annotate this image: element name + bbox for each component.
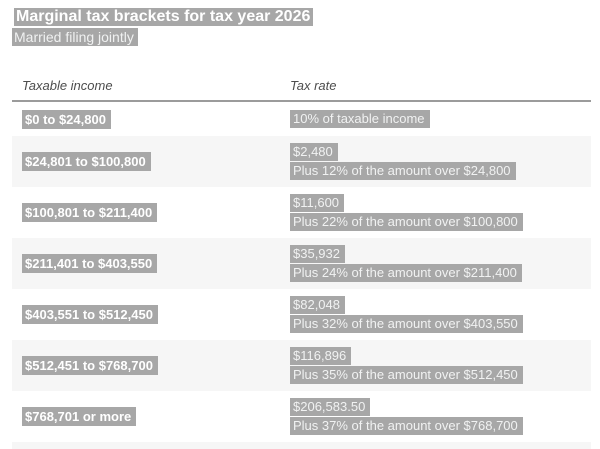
income-range-text: $0 to $24,800 [22, 109, 111, 129]
income-cell: $512,451 to $768,700 [22, 356, 158, 375]
rate-line-text: $82,048 [290, 296, 345, 314]
page-subtitle: Married filing jointly [0, 26, 600, 47]
rate-line-text: Plus 24% of the amount over $211,400 [290, 264, 522, 282]
income-cell: $0 to $24,800 [22, 109, 111, 129]
table-row: $403,551 to $512,450 $82,048 Plus 32% of … [12, 289, 591, 340]
rate-cell: $206,583.50 Plus 37% of the amount over $… [290, 398, 591, 435]
table-row: $24,801 to $100,800 $2,480 Plus 12% of th… [12, 136, 591, 187]
income-range-text: $403,551 to $512,450 [22, 305, 158, 324]
rate-line-text: Plus 12% of the amount over $24,800 [290, 162, 516, 180]
rate-line-text: Plus 32% of the amount over $403,550 [290, 315, 523, 333]
partial-next-row [12, 442, 591, 449]
rate-line-text: $206,583.50 [290, 398, 371, 416]
table-row: $100,801 to $211,400 $11,600 Plus 22% of … [12, 187, 591, 238]
income-cell: $100,801 to $211,400 [22, 203, 158, 222]
rate-cell: $2,480 Plus 12% of the amount over $24,80… [290, 143, 591, 180]
rate-line-text: $35,932 [290, 245, 345, 263]
column-header-tax-rate: Tax rate [290, 78, 337, 93]
table-row: $768,701 or more $206,583.50 Plus 37% of … [12, 391, 591, 442]
income-range-text: $100,801 to $211,400 [22, 203, 158, 222]
table-body: $0 to $24,800 10% of taxable income $24,… [12, 102, 591, 442]
rate-cell: 10% of taxable income [290, 110, 591, 128]
rate-line-text: $116,896 [290, 347, 352, 365]
income-cell: $768,701 or more [22, 407, 137, 426]
income-cell: $403,551 to $512,450 [22, 305, 158, 324]
income-range-text: $24,801 to $100,800 [22, 152, 151, 171]
column-header-taxable-income: Taxable income [22, 78, 113, 93]
rate-line-text: $2,480 [290, 143, 338, 161]
rate-line-text: Plus 35% of the amount over $512,450 [290, 366, 523, 384]
rate-cell: $82,048 Plus 32% of the amount over $403,… [290, 296, 591, 333]
income-range-text: $211,401 to $403,550 [22, 254, 158, 273]
income-range-text: $768,701 or more [22, 407, 137, 426]
income-range-text: $512,451 to $768,700 [22, 356, 158, 375]
table-row: $211,401 to $403,550 $35,932 Plus 24% of … [12, 238, 591, 289]
rate-line-text: 10% of taxable income [290, 110, 430, 128]
page-title: Marginal tax brackets for tax year 2026 [0, 0, 600, 26]
tax-brackets-table: Taxable income Tax rate $0 to $24,800 10… [12, 73, 591, 449]
filing-status-text: Married filing jointly [12, 28, 138, 46]
income-cell: $211,401 to $403,550 [22, 254, 158, 273]
rate-line-text: Plus 37% of the amount over $768,700 [290, 417, 523, 435]
rate-cell: $11,600 Plus 22% of the amount over $100,… [290, 194, 591, 231]
rate-line-text: Plus 22% of the amount over $100,800 [290, 213, 523, 231]
page-title-text: Marginal tax brackets for tax year 2026 [14, 8, 314, 26]
table-row: $512,451 to $768,700 $116,896 Plus 35% of… [12, 340, 591, 391]
table-header-row: Taxable income Tax rate [12, 73, 591, 102]
rate-cell: $35,932 Plus 24% of the amount over $211,… [290, 245, 591, 282]
rate-line-text: $11,600 [290, 194, 345, 212]
table-row: $0 to $24,800 10% of taxable income [12, 102, 591, 136]
rate-cell: $116,896 Plus 35% of the amount over $512… [290, 347, 591, 384]
income-cell: $24,801 to $100,800 [22, 152, 151, 171]
